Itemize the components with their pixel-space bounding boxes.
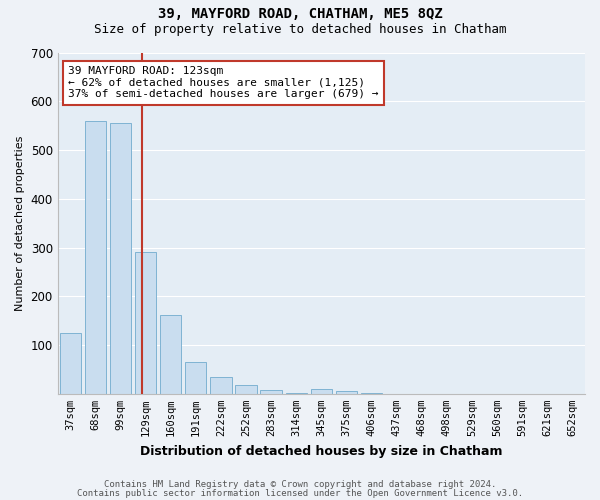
Text: 39, MAYFORD ROAD, CHATHAM, ME5 8QZ: 39, MAYFORD ROAD, CHATHAM, ME5 8QZ xyxy=(158,8,442,22)
Text: Size of property relative to detached houses in Chatham: Size of property relative to detached ho… xyxy=(94,22,506,36)
Bar xyxy=(260,390,282,394)
Bar xyxy=(311,389,332,394)
Bar xyxy=(336,392,357,394)
Bar xyxy=(160,315,181,394)
Bar xyxy=(85,121,106,394)
Text: Contains HM Land Registry data © Crown copyright and database right 2024.: Contains HM Land Registry data © Crown c… xyxy=(104,480,496,489)
Y-axis label: Number of detached properties: Number of detached properties xyxy=(15,136,25,311)
Bar xyxy=(286,393,307,394)
Bar xyxy=(235,385,257,394)
Text: 39 MAYFORD ROAD: 123sqm
← 62% of detached houses are smaller (1,125)
37% of semi: 39 MAYFORD ROAD: 123sqm ← 62% of detache… xyxy=(68,66,379,100)
X-axis label: Distribution of detached houses by size in Chatham: Distribution of detached houses by size … xyxy=(140,444,503,458)
Bar xyxy=(59,333,81,394)
Bar xyxy=(210,376,232,394)
Bar xyxy=(361,393,382,394)
Bar xyxy=(135,252,156,394)
Bar xyxy=(110,123,131,394)
Text: Contains public sector information licensed under the Open Government Licence v3: Contains public sector information licen… xyxy=(77,489,523,498)
Bar xyxy=(185,362,206,394)
